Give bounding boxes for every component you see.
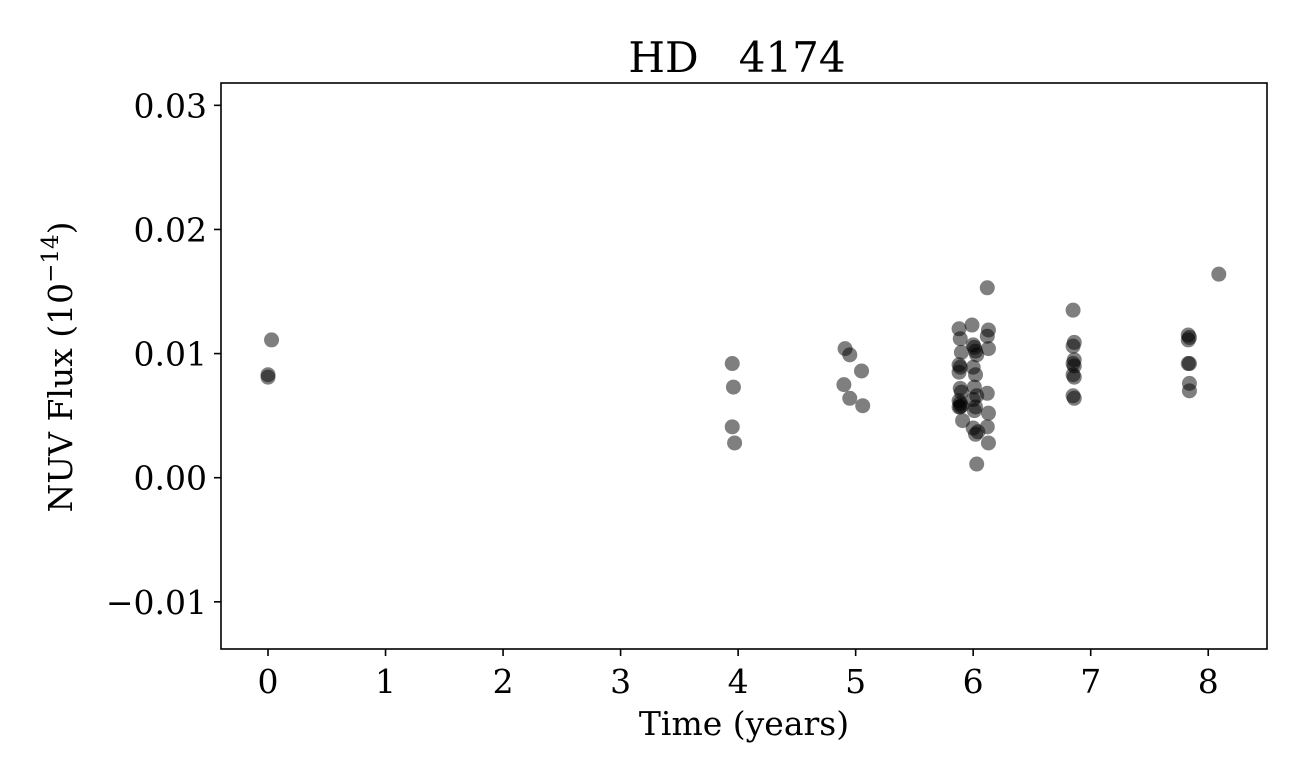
- data-point: [964, 317, 980, 333]
- data-point: [842, 390, 858, 406]
- data-point: [727, 435, 743, 451]
- data-point: [951, 364, 967, 380]
- y-tick-label: 0.00: [134, 459, 207, 498]
- x-tick-label: 2: [493, 662, 514, 701]
- data-point: [1181, 383, 1197, 399]
- data-point: [980, 405, 996, 421]
- x-tick-label: 6: [963, 662, 984, 701]
- x-tick-label: 5: [845, 662, 866, 701]
- chart-title: HD 4174: [628, 33, 845, 82]
- y-tick-label: 0.01: [134, 335, 207, 374]
- data-point: [1211, 266, 1227, 282]
- data-point: [969, 456, 985, 472]
- y-axis: −0.01 0.00 0.01 0.02 0.03: [106, 86, 221, 622]
- x-tick-label: 4: [728, 662, 749, 701]
- data-point: [952, 399, 968, 415]
- y-axis-label: NUV Flux (10−14): [38, 221, 80, 512]
- data-point: [953, 344, 969, 360]
- x-tick-label: 0: [258, 662, 279, 701]
- y-tick-label: −0.01: [106, 583, 207, 622]
- data-point: [724, 419, 740, 435]
- data-point: [1180, 356, 1196, 372]
- data-point: [1065, 338, 1081, 354]
- data-point: [724, 356, 740, 372]
- data-point: [1066, 369, 1082, 385]
- data-point: [854, 363, 870, 379]
- data-point: [842, 347, 858, 363]
- data-point: [1066, 390, 1082, 406]
- data-point: [260, 369, 276, 385]
- data-point: [968, 367, 984, 383]
- data-point: [980, 341, 996, 357]
- x-tick-label: 8: [1198, 662, 1219, 701]
- data-point: [979, 385, 995, 401]
- y-axis-label-close: ): [41, 221, 80, 234]
- x-tick-label: 7: [1080, 662, 1101, 701]
- data-point: [966, 403, 982, 419]
- data-point: [979, 328, 995, 344]
- data-point: [1065, 302, 1081, 318]
- data-point: [855, 398, 871, 414]
- data-point: [836, 377, 852, 393]
- data-point: [955, 413, 971, 429]
- data-point: [952, 331, 968, 347]
- data-point: [969, 347, 985, 363]
- x-axis-label: Time (years): [639, 704, 849, 743]
- data-point: [725, 379, 741, 395]
- y-tick-label: 0.02: [134, 210, 207, 249]
- plot-frame: [220, 82, 1268, 650]
- y-tick-label: 0.03: [134, 86, 207, 125]
- data-points: [260, 266, 1227, 472]
- x-tick-label: 1: [375, 662, 396, 701]
- y-axis-label-exponent: −14: [38, 234, 64, 283]
- data-point: [264, 332, 280, 348]
- data-point: [1180, 332, 1196, 348]
- data-point: [979, 419, 995, 435]
- x-axis: 0 1 2 3 4 5 6 7 8: [258, 649, 1219, 701]
- data-point: [968, 426, 984, 442]
- y-axis-label-base: NUV Flux (10: [41, 283, 80, 513]
- x-tick-label: 3: [610, 662, 631, 701]
- data-point: [980, 435, 996, 451]
- data-point: [979, 280, 995, 296]
